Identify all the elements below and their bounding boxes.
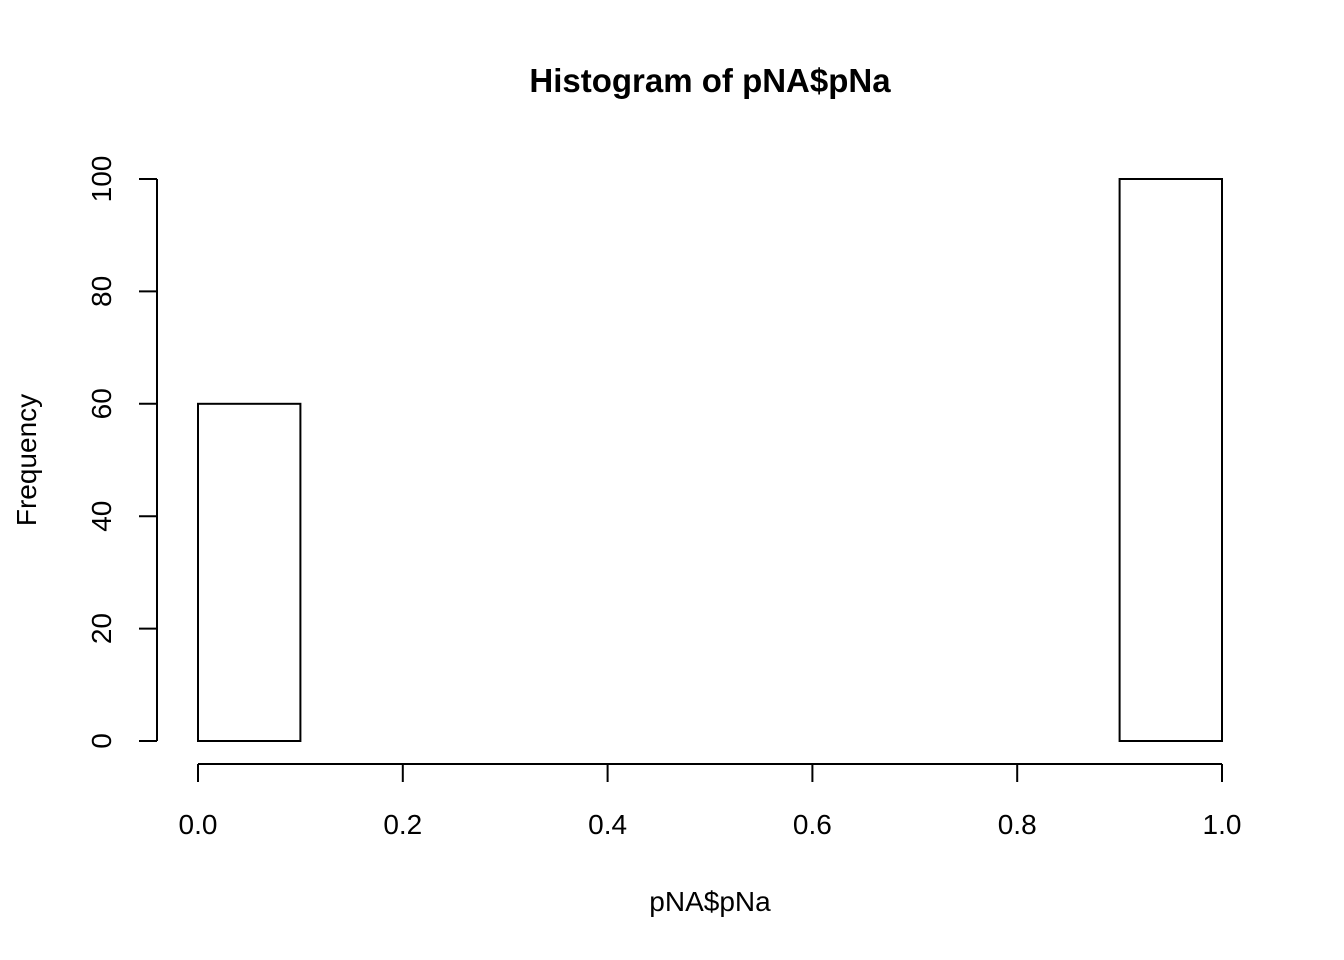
y-axis-label: Frequency — [11, 394, 42, 526]
y-tick-label-2: 40 — [86, 501, 117, 532]
x-tick-label-2: 0.4 — [588, 809, 627, 840]
x-axis-label: pNA$pNa — [649, 886, 771, 917]
x-tick-label-3: 0.6 — [793, 809, 832, 840]
histogram-bar-9 — [1118, 178, 1223, 742]
y-tick-label-4: 80 — [86, 276, 117, 307]
x-tick-label-0: 0.0 — [179, 809, 218, 840]
y-tick-label-0: 0 — [86, 733, 117, 749]
x-tick-label-4: 0.8 — [998, 809, 1037, 840]
chart-title: Histogram of pNA$pNa — [529, 62, 891, 99]
y-tick-label-5: 100 — [86, 156, 117, 203]
y-tick-label-3: 60 — [86, 388, 117, 419]
histogram-bar-0 — [197, 402, 302, 742]
x-tick-label-1: 0.2 — [383, 809, 422, 840]
x-tick-label-5: 1.0 — [1203, 809, 1242, 840]
y-tick-label-1: 20 — [86, 613, 117, 644]
x-axis: 0.0 0.2 0.4 0.6 0.8 1.0 — [179, 763, 1242, 840]
bars-group — [197, 178, 1223, 742]
y-axis: 0 20 40 60 80 100 — [86, 156, 158, 749]
